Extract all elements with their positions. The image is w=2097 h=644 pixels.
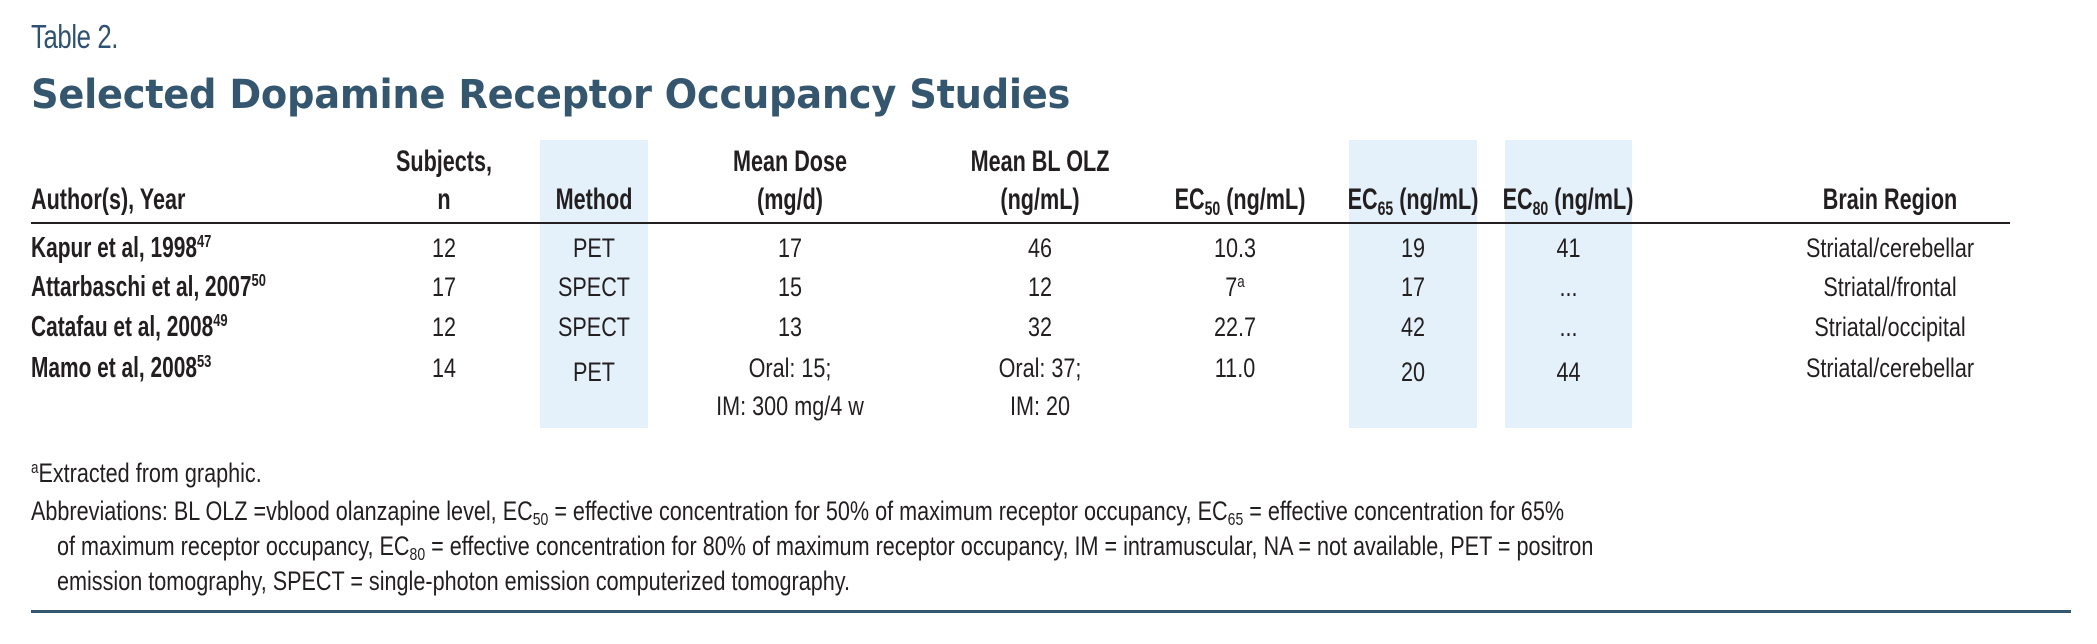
cell-author: Catafau et al, 200849 <box>31 309 228 349</box>
abbr-text: = effective concentration for 50% of max… <box>548 496 1228 526</box>
abbr-text: of maximum receptor occupancy, EC <box>57 531 410 561</box>
bottom-rule <box>31 610 2071 613</box>
author-name: Kapur et al, 1998 <box>31 232 197 264</box>
cell-ec50: 10.3 <box>1155 230 1315 270</box>
header-ec80-sub: 80 <box>1532 197 1549 220</box>
cell-subjects: 12 <box>431 312 457 342</box>
header-dose-line2: (mg/d) <box>757 183 823 216</box>
cell-ec80: ... <box>1559 272 1578 302</box>
cell-ec65: 17 <box>1400 272 1426 302</box>
reference-number: 47 <box>196 231 212 252</box>
cell-method: SPECT <box>557 312 631 342</box>
reference-number: 49 <box>213 310 228 331</box>
abbreviations-line-1: Abbreviations: BL OLZ =vblood olanzapine… <box>31 496 1564 530</box>
header-method: Method <box>555 183 633 216</box>
header-region: Brain Region <box>1822 183 1958 216</box>
footnote-a-text: Extracted from graphic. <box>38 458 262 488</box>
cell-method: SPECT <box>557 272 631 302</box>
cell-olz: 46 <box>1027 233 1053 263</box>
header-ec50-sub: 50 <box>1204 197 1221 220</box>
cell-method: PET <box>572 233 615 263</box>
author-name: Attarbaschi et al, 2007 <box>31 271 252 303</box>
cell-author: Mamo et al, 200853 <box>31 350 211 390</box>
footnote-mark: a <box>1237 271 1245 291</box>
cell-olz: 32 <box>1027 312 1053 342</box>
abbreviations-line-2: of maximum receptor occupancy, EC80 = ef… <box>57 531 1593 565</box>
abbr-sub: 50 <box>532 509 549 530</box>
abbreviations-line-3: emission tomography, SPECT = single-phot… <box>57 566 850 596</box>
cell-ec65: 19 <box>1400 233 1426 263</box>
header-ec50-suffix: (ng/mL) <box>1220 183 1306 216</box>
cell-ec50: 11.0 <box>1155 350 1315 390</box>
reference-number: 50 <box>251 270 266 291</box>
cell-ec65: 20 <box>1400 357 1426 387</box>
author-name: Catafau et al, 2008 <box>31 311 214 343</box>
cell-olz-line2: IM: 20 <box>1009 391 1071 421</box>
header-ec50: EC50 (ng/mL) <box>1168 181 1312 222</box>
ec50-value: 22.7 <box>1213 312 1257 342</box>
cell-subjects: 14 <box>431 353 457 383</box>
header-olz-line2: (ng/mL) <box>1000 183 1080 216</box>
reference-number: 53 <box>196 351 212 372</box>
cell-olz: 12 <box>1027 272 1053 302</box>
cell-dose-line1: Oral: 15; <box>748 353 832 383</box>
cell-ec50: 22.7 <box>1155 309 1315 349</box>
ec50-value: 11.0 <box>1214 353 1256 383</box>
header-ec65-suffix: (ng/mL) <box>1393 183 1479 216</box>
abbr-sub: 65 <box>1227 509 1244 530</box>
table-label: Table 2. <box>31 18 119 55</box>
abbr-text: = effective concentration for 80% of max… <box>425 531 1594 561</box>
cell-ec80: 44 <box>1556 357 1581 387</box>
table-title: Selected Dopamine Receptor Occupancy Stu… <box>31 72 1071 118</box>
header-ec50-prefix: EC <box>1174 183 1205 216</box>
cell-dose: 15 <box>777 272 803 302</box>
cell-region: Striatal/cerebellar <box>1805 233 1975 263</box>
cell-ec50: 7a <box>1155 269 1315 309</box>
cell-olz-line1: Oral: 37; <box>998 353 1082 383</box>
cell-ec65: 42 <box>1400 312 1426 342</box>
header-ec65-sub: 65 <box>1377 197 1394 220</box>
ec50-value: 7 <box>1225 272 1238 302</box>
header-ec80: EC80 (ng/mL) <box>1496 181 1640 222</box>
header-dose-line1: Mean Dose <box>732 145 848 178</box>
ec65-column-shading <box>1349 140 1477 428</box>
header-olz-line1: Mean BL OLZ <box>970 145 1110 178</box>
abbr-sub: 80 <box>409 544 426 565</box>
author-name: Mamo et al, 2008 <box>31 352 197 384</box>
cell-region: Striatal/cerebellar <box>1805 353 1975 383</box>
cell-method: PET <box>572 357 615 387</box>
cell-dose: 13 <box>777 312 803 342</box>
ec50-value: 10.3 <box>1213 233 1257 263</box>
method-column-shading <box>540 140 648 428</box>
cell-ec80: ... <box>1559 312 1578 342</box>
ec80-column-shading <box>1505 140 1632 428</box>
cell-subjects: 12 <box>431 233 457 263</box>
header-ec80-prefix: EC <box>1502 183 1533 216</box>
footnote-a: aExtracted from graphic. <box>31 458 262 492</box>
cell-region: Striatal/occipital <box>1814 312 1966 342</box>
abbr-text: Abbreviations: BL OLZ =vblood olanzapine… <box>31 496 533 526</box>
cell-dose: 17 <box>777 233 803 263</box>
cell-author: Kapur et al, 199847 <box>31 230 211 270</box>
cell-dose-line2: IM: 300 mg/4 w <box>716 391 864 421</box>
header-subjects-line2: n <box>437 183 451 216</box>
header-rule <box>31 222 2010 224</box>
header-ec65-prefix: EC <box>1347 183 1378 216</box>
abbr-text: = effective concentration for 65% <box>1243 496 1565 526</box>
header-subjects-line1: Subjects, <box>395 145 493 178</box>
header-ec80-suffix: (ng/mL) <box>1548 183 1634 216</box>
header-author: Author(s), Year <box>31 183 186 216</box>
cell-subjects: 17 <box>431 272 457 302</box>
footnote-a-mark: a <box>31 457 39 477</box>
header-ec65: EC65 (ng/mL) <box>1341 181 1485 222</box>
cell-ec80: 41 <box>1556 233 1581 263</box>
cell-region: Striatal/frontal <box>1823 272 1957 302</box>
cell-author: Attarbaschi et al, 200750 <box>31 269 266 309</box>
